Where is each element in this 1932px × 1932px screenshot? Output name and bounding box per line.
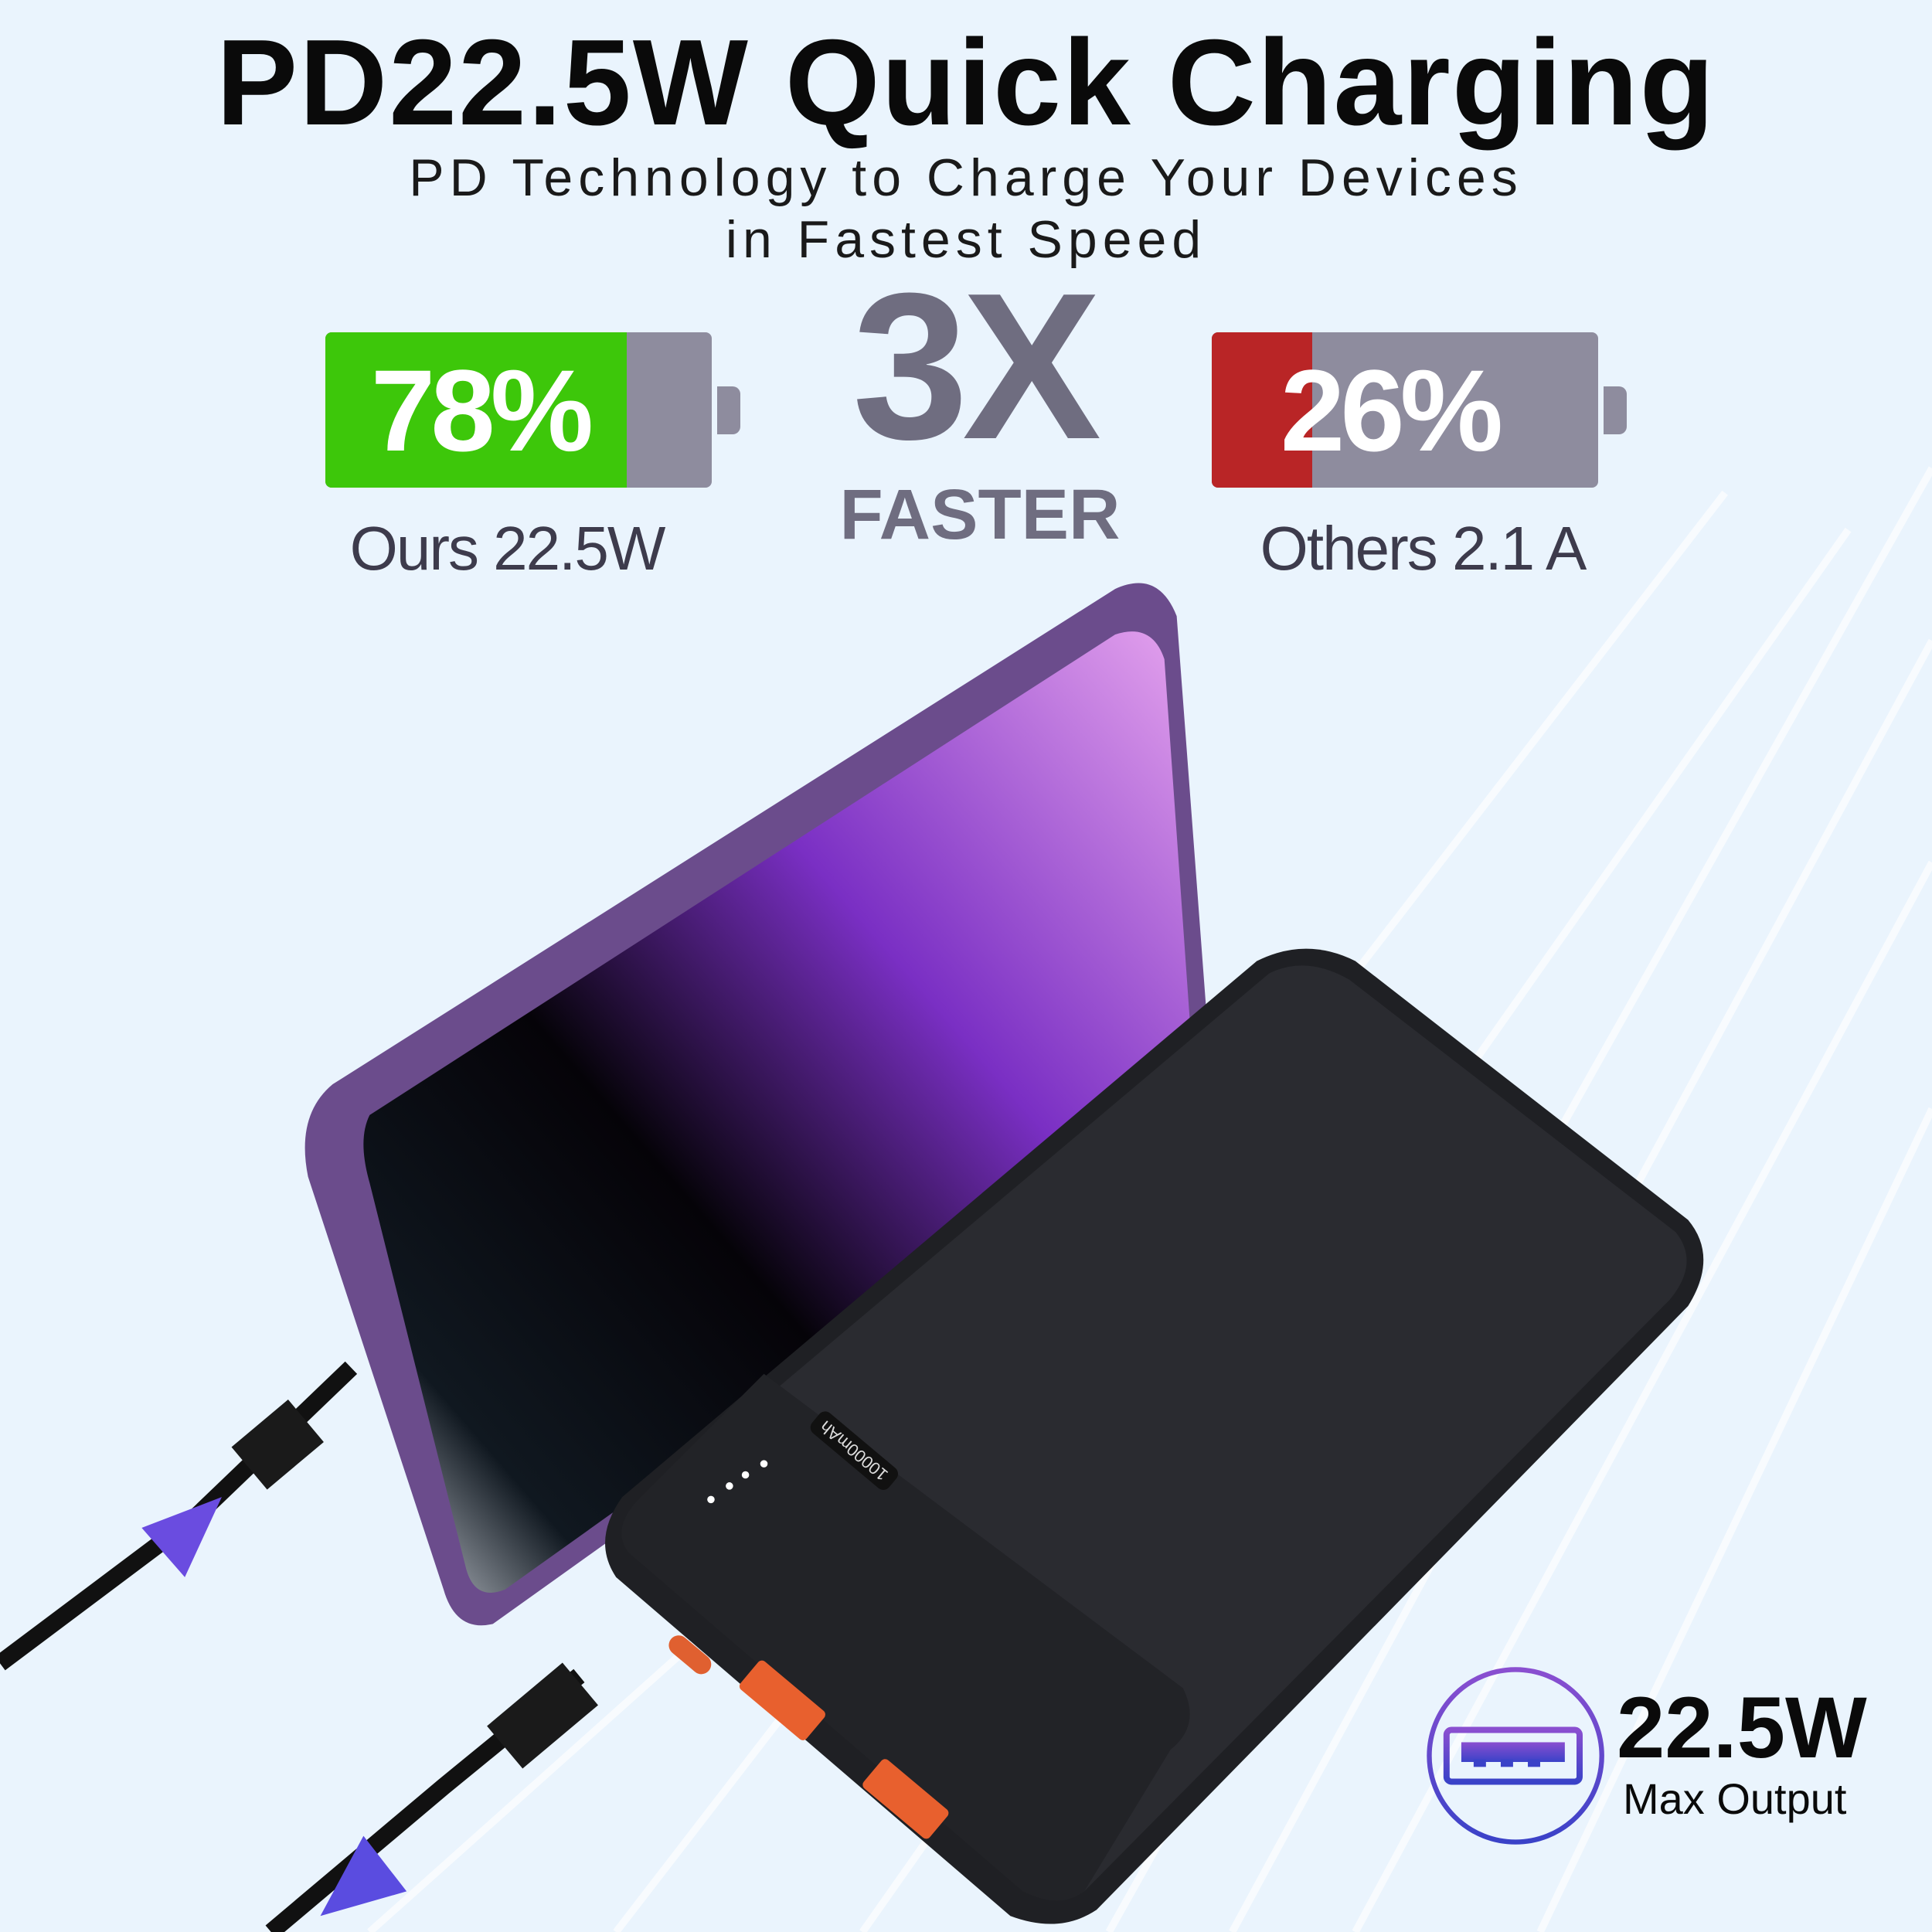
badge-caption: Max Output (1623, 1774, 1847, 1823)
power-bank (605, 948, 1704, 1924)
subtitle-line-2: in Fastest Speed (725, 210, 1207, 269)
multiplier-caption: FASTER (839, 475, 1121, 554)
ours-label: Ours 22.5W (349, 514, 666, 583)
others-percent: 26% (1280, 345, 1503, 475)
page-title: PD22.5W Quick Charging (216, 15, 1716, 151)
charging-cables (0, 1361, 598, 1932)
others-battery-fill (1212, 332, 1312, 488)
ours-battery: 78% (325, 332, 712, 488)
ours-battery-nub (717, 386, 740, 434)
multiplier: 3X (852, 250, 1101, 483)
badge-value: 22.5W (1617, 1679, 1867, 1776)
arrow-down-icon (320, 1835, 407, 1917)
smartphone (304, 583, 1214, 1626)
usb-port-icon (1427, 1667, 1604, 1845)
others-label: Others 2.1 A (1260, 514, 1587, 583)
ours-percent: 78% (370, 345, 594, 475)
arrow-up-icon (141, 1497, 222, 1577)
subtitle-line-1: PD Technology to Charge Your Devices (409, 148, 1523, 207)
others-battery-nub (1604, 386, 1627, 434)
others-battery: 26% (1212, 332, 1598, 488)
ours-battery-fill (325, 332, 627, 488)
